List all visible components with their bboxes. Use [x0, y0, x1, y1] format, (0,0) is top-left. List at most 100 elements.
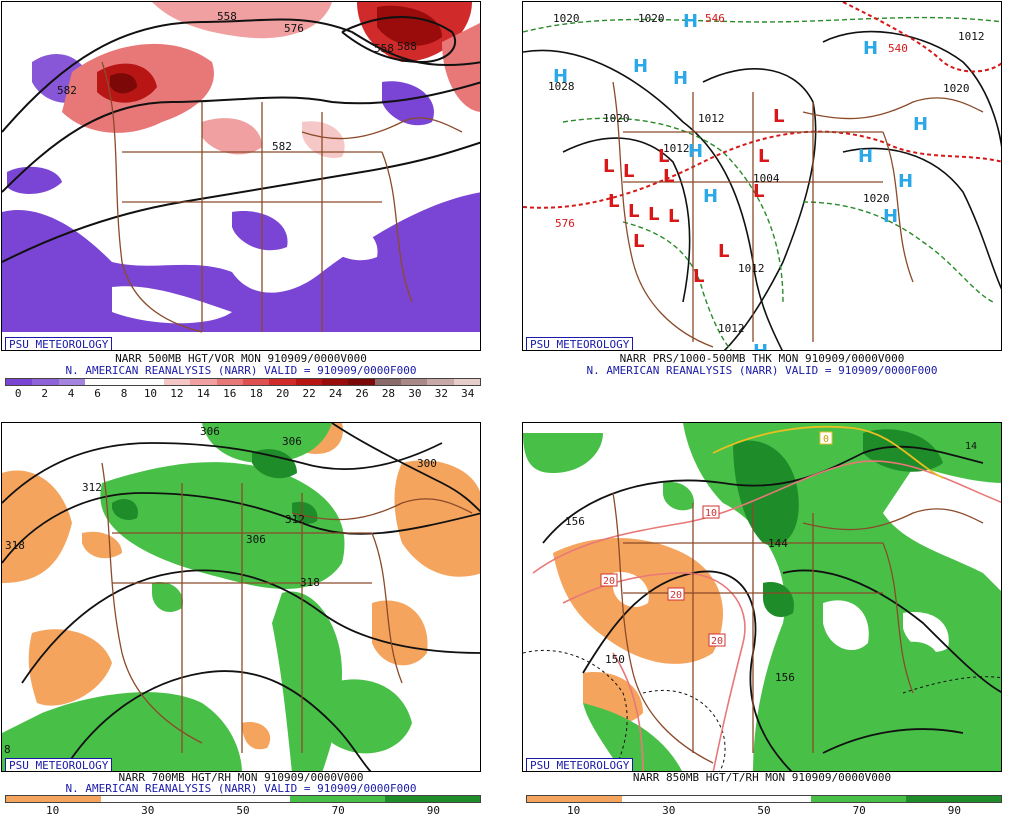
colorbar-tick-label: 2 — [41, 387, 48, 400]
svg-text:H: H — [673, 68, 688, 89]
svg-text:L: L — [718, 241, 729, 262]
colorbar-swatch — [111, 379, 138, 385]
svg-text:H: H — [898, 171, 913, 192]
colorbar-700mb: 10 30 50 70 90 — [5, 795, 481, 817]
svg-text:L: L — [663, 166, 674, 187]
colorbar-swatch — [32, 379, 59, 385]
colorbar-tick-label: 8 — [120, 387, 128, 400]
colorbar-swatch — [385, 796, 480, 802]
contour-label: 576 — [284, 22, 304, 35]
colorbar-swatch — [811, 796, 907, 802]
contour-label: 1020 — [603, 112, 630, 125]
contour-label: 318 — [5, 539, 25, 552]
map-500mb: 558 576 558 582 582 588 PSU METEOROLOGY — [1, 1, 481, 351]
map-sfc-thickness: HHH HHH HHH HHH LLL LLL LLL LLL LL 1020 … — [522, 1, 1002, 351]
contour-label: 588 — [397, 40, 417, 53]
svg-text:L: L — [658, 146, 669, 167]
svg-text:L: L — [753, 181, 764, 202]
colorbar-swatch — [6, 796, 101, 802]
svg-text:H: H — [863, 38, 878, 59]
panel-title: NARR PRS/1000-500MB THK MON 910909/0000V… — [619, 352, 905, 365]
isotherm-label: 0 — [823, 434, 829, 445]
colorbar-tick-label: 50 — [757, 804, 771, 817]
svg-text:L: L — [648, 204, 659, 225]
contour-label: 1012 — [718, 322, 745, 335]
colorbar-swatch — [84, 379, 112, 385]
colorbar-swatch — [374, 379, 401, 385]
isotherm-label: 20 — [603, 576, 615, 587]
contour-label: 312 — [285, 513, 305, 526]
colorbar-swatch — [163, 379, 191, 385]
svg-text:H: H — [913, 114, 928, 135]
colorbar-tick-label: 12 — [170, 387, 184, 400]
svg-text:L: L — [603, 156, 614, 177]
contour-label: 1012 — [958, 30, 985, 43]
svg-text:L: L — [633, 231, 644, 252]
svg-text:H: H — [883, 206, 898, 227]
isotherm-label: 10 — [705, 508, 717, 519]
svg-text:H: H — [688, 141, 703, 162]
contour-label: 306 — [200, 425, 220, 438]
contour-label: 1012 — [698, 112, 725, 125]
isotherm-label: 20 — [670, 590, 682, 601]
contour-label: 1028 — [548, 80, 575, 93]
contour-label: 318 — [300, 576, 320, 589]
contour-label: 14 — [965, 441, 977, 452]
contour-label: 306 — [282, 435, 302, 448]
colorbar-swatch — [100, 796, 196, 802]
colorbar-850mb: 10 30 50 70 90 — [526, 795, 1002, 817]
svg-text:H: H — [753, 341, 768, 351]
svg-text:L: L — [608, 191, 619, 212]
colorbar-tick-label: 10 — [566, 804, 581, 817]
svg-text:L: L — [668, 206, 679, 227]
contour-label: 156 — [775, 671, 795, 684]
svg-text:L: L — [693, 266, 704, 287]
colorbar-tick-label: 22 — [302, 387, 316, 400]
colorbar-swatch — [453, 379, 480, 385]
colorbar-tick-label: 28 — [381, 387, 396, 400]
colorbar-tick-label: 32 — [434, 387, 448, 400]
colorbar-tick-label: 70 — [331, 804, 345, 817]
contour-label: 8 — [4, 743, 11, 756]
svg-text:L: L — [628, 201, 639, 222]
svg-text:H: H — [683, 11, 698, 32]
contour-label: 582 — [57, 84, 77, 97]
svg-text:H: H — [553, 66, 568, 87]
colorbar-swatch — [58, 379, 85, 385]
contour-label: 306 — [246, 533, 266, 546]
colorbar-swatches — [526, 795, 1002, 803]
contour-label: 150 — [605, 653, 625, 666]
contour-label: 1012 — [738, 262, 765, 275]
map-700mb: 312 318 306 312 306 300 318 306 8 PSU ME… — [1, 422, 481, 772]
colorbar-swatch — [216, 379, 243, 385]
colorbar-tick-label: 18 — [249, 387, 263, 400]
colorbar-tick-label: 4 — [67, 387, 75, 400]
colorbar-tick-label: 6 — [94, 387, 101, 400]
colorbar-swatches — [5, 795, 481, 803]
colorbar-tick-label: 10 — [143, 387, 158, 400]
colorbar-swatch — [295, 379, 322, 385]
colorbar-tick-label: 30 — [662, 804, 676, 817]
contour-label: 1020 — [863, 192, 890, 205]
colorbar-tick-label: 50 — [236, 804, 250, 817]
psu-logo: PSU METEOROLOGY — [5, 758, 113, 771]
colorbar-tick-label: 30 — [408, 387, 422, 400]
contour-label: 1012 — [663, 142, 690, 155]
contour-label: 582 — [272, 140, 292, 153]
colorbar-tick-label: 14 — [196, 387, 210, 400]
colorbar-tick-label: 90 — [426, 804, 441, 817]
psu-logo: PSU METEOROLOGY — [526, 758, 634, 771]
svg-text:H: H — [633, 56, 648, 77]
panel-subtitle: N. AMERICAN REANALYSIS (NARR) VALID = 91… — [65, 364, 417, 377]
contour-label: 1004 — [753, 172, 780, 185]
contour-label: 312 — [82, 481, 102, 494]
contour-label: 1020 — [638, 12, 665, 25]
contour-label: 546 — [705, 12, 725, 25]
colorbar-swatch — [242, 379, 270, 385]
panel-subtitle: N. AMERICAN REANALYSIS (NARR) VALID = 91… — [586, 364, 938, 377]
colorbar-swatch — [621, 796, 717, 802]
colorbar-ticks: 0 2 4 6 8 10 12 14 16 18 20 22 24 26 28 30 32 34 — [5, 386, 481, 400]
colorbar-swatch — [6, 379, 33, 385]
colorbar-tick-label: 90 — [947, 804, 962, 817]
psu-logo: PSU METEOROLOGY — [526, 337, 634, 350]
